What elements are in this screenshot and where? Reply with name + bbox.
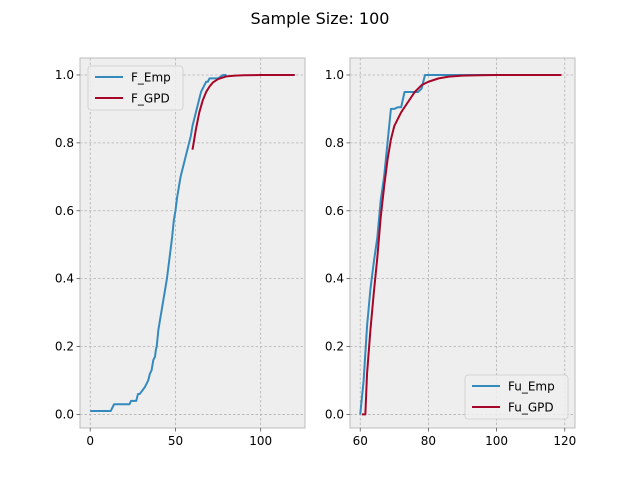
left-x-tick-label: 50 <box>168 434 183 448</box>
left-series-f-emp-line <box>90 73 227 413</box>
left-series-group <box>90 73 295 413</box>
right-x-tick-label: 80 <box>421 434 436 448</box>
left-y-tick-label: 0.6 <box>55 204 74 218</box>
right-x-tick-label: 120 <box>553 434 576 448</box>
left-y-tick-label: 0.4 <box>55 272 74 286</box>
right-series-fu-emp-line <box>359 73 562 415</box>
right-series-group <box>359 73 562 416</box>
left-legend: F_Emp F_GPD <box>87 65 184 111</box>
left-series-f-gpd-line <box>191 73 295 150</box>
left-y-tick-label: 0.0 <box>55 407 74 421</box>
right-y-tick-label: 0.0 <box>325 407 344 421</box>
right-y-tick-label: 0.8 <box>325 136 344 150</box>
right-y-tick-label: 0.2 <box>325 340 344 354</box>
left-x-tick-label: 0 <box>86 434 94 448</box>
right-y-tick-label: 1.0 <box>325 68 344 82</box>
left-axes-background <box>80 58 305 428</box>
right-y-tick-label: 0.6 <box>325 204 344 218</box>
left-legend-label: F_GPD <box>131 92 170 106</box>
right-x-tick-label: 60 <box>353 434 368 448</box>
right-tick-labels: 60 80 100 120 0.0 0.2 0.4 0.6 0.8 1.0 <box>325 68 576 448</box>
left-tick-labels: 0 50 100 0.0 0.2 0.4 0.6 0.8 1.0 <box>55 68 272 448</box>
right-x-tick-label: 100 <box>485 434 508 448</box>
left-y-tick-label: 0.2 <box>55 340 74 354</box>
right-axes-frame <box>349 57 576 429</box>
right-legend-label: Fu_GPD <box>508 401 554 415</box>
right-legend: Fu_Emp Fu_GPD <box>464 374 569 420</box>
right-legend-label: Fu_Emp <box>508 380 555 394</box>
figure-title: Sample Size: 100 <box>251 9 390 28</box>
right-y-tick-label: 0.4 <box>325 272 344 286</box>
right-series-fu-gpd-line <box>361 73 562 416</box>
left-x-tick-label: 100 <box>249 434 272 448</box>
left-subplot: 0 50 100 0.0 0.2 0.4 0.6 0.8 1.0 F_Emp F_GPD <box>55 57 306 448</box>
right-subplot: 60 80 100 120 0.0 0.2 0.4 0.6 0.8 1.0 Fu_Emp Fu_GP… <box>325 57 576 448</box>
left-axes-frame <box>79 57 306 429</box>
left-legend-label: F_Emp <box>131 71 171 85</box>
right-axes-background <box>350 58 575 428</box>
left-y-tick-label: 1.0 <box>55 68 74 82</box>
left-y-tick-label: 0.8 <box>55 136 74 150</box>
